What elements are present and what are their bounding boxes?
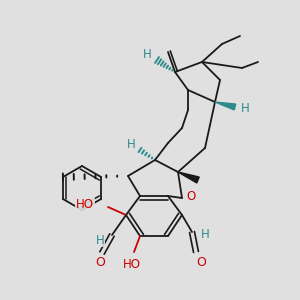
Text: O: O xyxy=(186,190,196,202)
Polygon shape xyxy=(178,172,199,183)
Text: O: O xyxy=(95,256,105,269)
Text: HO: HO xyxy=(123,257,141,271)
Text: O: O xyxy=(196,256,206,268)
Polygon shape xyxy=(215,102,236,110)
Text: H: H xyxy=(127,137,135,151)
Text: HO: HO xyxy=(76,199,94,212)
Text: H: H xyxy=(201,227,209,241)
Text: H: H xyxy=(241,101,249,115)
Text: H: H xyxy=(96,233,104,247)
Text: H: H xyxy=(142,47,152,61)
